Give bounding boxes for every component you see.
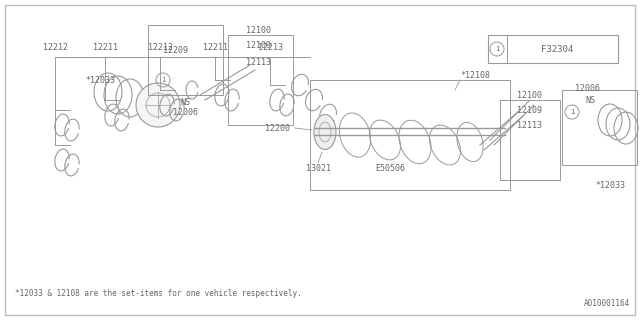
Text: 12113: 12113 (518, 121, 543, 130)
Text: 13021: 13021 (305, 164, 330, 172)
Text: F32304: F32304 (541, 44, 573, 53)
Bar (500, 100, 560, 180)
Text: 12109: 12109 (518, 106, 543, 115)
Text: 12213: 12213 (257, 43, 282, 52)
Text: 12211: 12211 (93, 43, 118, 52)
Text: 12100: 12100 (246, 26, 271, 35)
Text: E50506: E50506 (375, 164, 405, 172)
Text: NS: NS (585, 95, 595, 105)
Text: *12033 & 12108 are the set-items for one vehicle respectively.: *12033 & 12108 are the set-items for one… (15, 289, 301, 298)
Text: 12209: 12209 (163, 45, 188, 54)
Text: 12211: 12211 (202, 43, 227, 52)
Text: *12033: *12033 (595, 180, 625, 189)
Text: 12113: 12113 (246, 58, 271, 67)
Bar (488, 35, 618, 63)
Text: 1: 1 (570, 109, 574, 115)
Bar (148, 25, 223, 95)
Text: 12212: 12212 (147, 43, 173, 52)
Text: NS: NS (180, 98, 190, 107)
Bar (562, 90, 637, 165)
Text: *12033: *12033 (85, 76, 115, 84)
Text: 12212: 12212 (42, 43, 67, 52)
Text: 12006: 12006 (575, 84, 600, 92)
Text: 12200: 12200 (265, 124, 290, 132)
Circle shape (136, 83, 180, 127)
Text: 12100: 12100 (518, 91, 543, 100)
Text: 1: 1 (495, 46, 499, 52)
Ellipse shape (314, 115, 336, 149)
Text: 12109: 12109 (246, 41, 271, 50)
Bar (310, 80, 510, 190)
Bar (228, 35, 293, 125)
Text: 12006: 12006 (173, 108, 198, 116)
Text: *12108: *12108 (460, 70, 490, 79)
Text: A010001164: A010001164 (584, 299, 630, 308)
Text: 1: 1 (161, 77, 165, 83)
